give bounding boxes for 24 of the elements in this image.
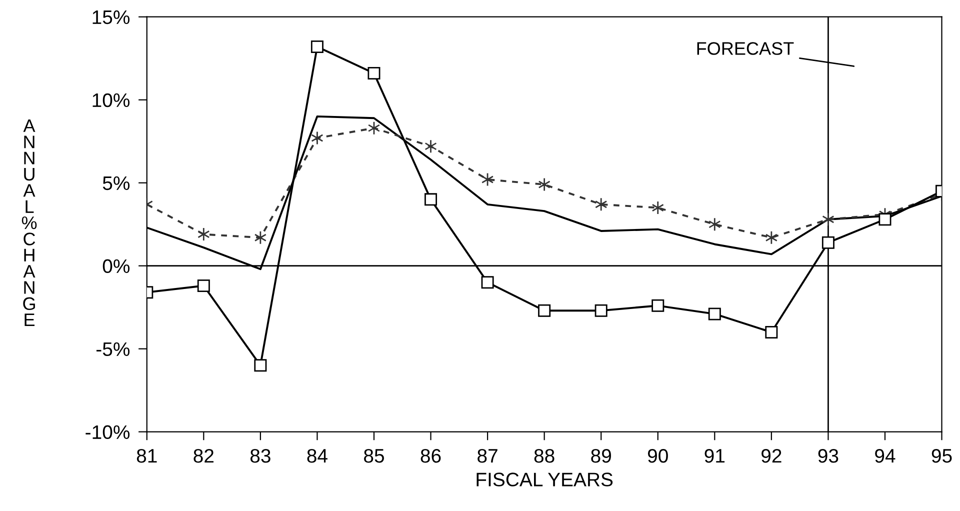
y-tick-label: 15% [92, 10, 130, 24]
x-tick-label: 85 [364, 448, 384, 463]
x-tick-label: 81 [136, 448, 157, 463]
ref-line-label: FORECAST [697, 42, 794, 55]
y-tick-label: -5% [96, 342, 130, 356]
x-tick-label: 88 [534, 448, 554, 463]
x-tick-label: 84 [307, 448, 328, 463]
x-tick-label: 89 [591, 448, 611, 463]
x-axis-title: FISCAL YEARS [476, 472, 613, 486]
x-tick-label: 90 [648, 448, 668, 463]
y-tick-label: 10% [92, 93, 130, 108]
y-tick-label: 5% [102, 176, 130, 190]
x-tick-label: 93 [818, 448, 838, 463]
x-tick-label: 83 [250, 448, 270, 463]
y-tick-label: -10% [86, 425, 130, 440]
x-tick-label: 82 [194, 448, 214, 463]
x-tick-label: 94 [875, 448, 896, 463]
text: ANNUAL % CHANGE [22, 120, 37, 326]
x-tick-label: 87 [478, 448, 498, 463]
x-tick-label: 91 [704, 448, 725, 463]
x-tick-label: 86 [420, 448, 441, 463]
x-tick-label: 92 [762, 448, 782, 463]
x-tick-label: 95 [932, 448, 952, 463]
y-tick-label: 0% [102, 259, 130, 274]
